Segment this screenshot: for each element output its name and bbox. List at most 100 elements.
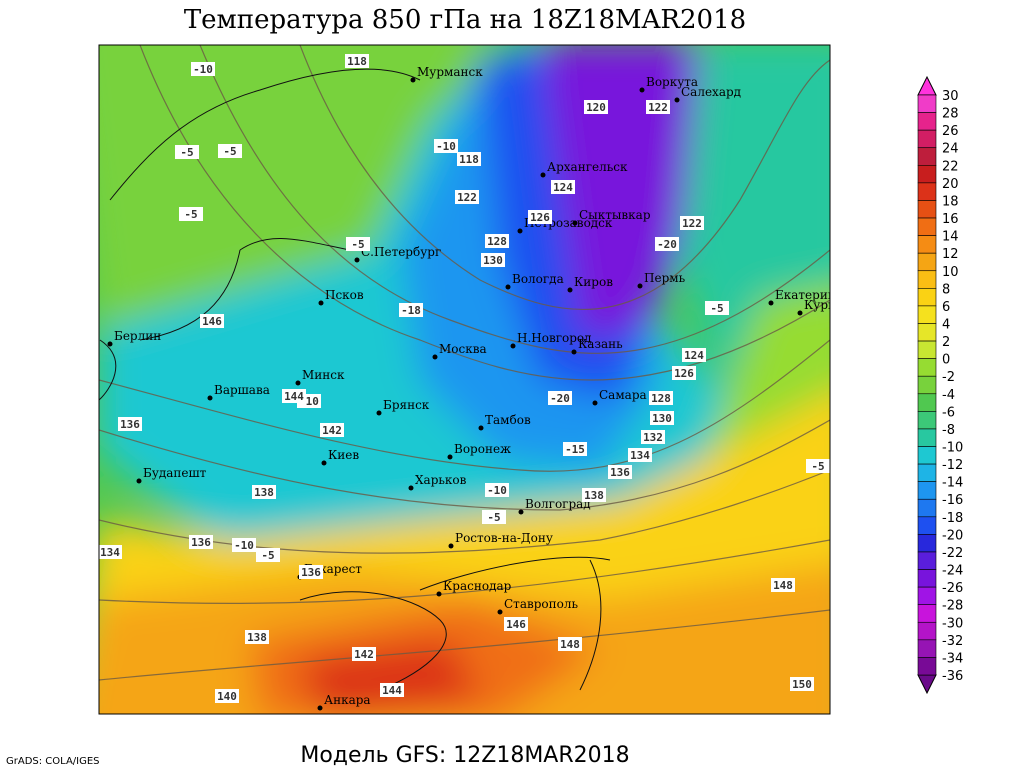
city-label: Н.Новгород <box>517 331 592 345</box>
contour-label: 146 <box>200 314 224 328</box>
contour-label: 122 <box>680 216 704 230</box>
contour-label: -18 <box>399 303 423 317</box>
city-dot <box>410 77 416 83</box>
colorbar-box <box>917 112 937 131</box>
city-dot <box>317 705 323 711</box>
contour-label-box <box>682 348 706 362</box>
contour-label: -20 <box>655 237 679 251</box>
contour-label: 138 <box>245 630 269 644</box>
contour-label-box <box>191 62 215 76</box>
contour-label-box <box>528 210 552 224</box>
colorbar-tick-label: -2 <box>942 370 955 385</box>
contour-label-box <box>346 237 370 251</box>
contour-label-box <box>245 630 269 644</box>
colorbar-tick-label: -8 <box>942 423 955 438</box>
contour-label: 146 <box>504 617 528 631</box>
colorbar-tick-label: -26 <box>942 581 963 596</box>
contour-label-text: 118 <box>347 55 367 68</box>
contour-label-box <box>672 366 696 380</box>
city-dot <box>797 310 803 316</box>
colorbar-tick-label: -36 <box>942 669 963 684</box>
contour-label-text: 146 <box>202 315 222 328</box>
colorbar-box <box>917 463 937 482</box>
colorbar-tick-label: 20 <box>942 177 959 192</box>
contour-label-box <box>345 54 369 68</box>
city-dot <box>478 425 484 431</box>
colorbar-tick-label: 28 <box>942 107 959 122</box>
city-dot <box>510 343 516 349</box>
colorbar-tick-label: 18 <box>942 194 959 209</box>
contour-label-text: 126 <box>530 211 550 224</box>
city-dot <box>447 454 453 460</box>
contour-label: 118 <box>345 54 369 68</box>
colorbar-box <box>917 411 937 430</box>
city-dot <box>408 485 414 491</box>
city-dot <box>497 609 503 615</box>
contour-label: 124 <box>551 180 575 194</box>
contour-label: 130 <box>481 253 505 267</box>
contour-label-box <box>584 100 608 114</box>
colorbar-tick-label: 22 <box>942 159 959 174</box>
contour-label-box <box>482 510 506 524</box>
contour-label-text: -5 <box>811 460 824 473</box>
contour-label-box <box>705 301 729 315</box>
city-dot <box>768 300 774 306</box>
colorbar-tick-label: 12 <box>942 247 959 262</box>
colorbar-tick-label: 26 <box>942 124 959 139</box>
colorbar-tick-label: -4 <box>942 388 955 403</box>
city-dot <box>571 349 577 355</box>
city-label: Ростов-на-Дону <box>455 531 553 545</box>
city-label: Воркута <box>646 75 698 89</box>
colorbar-box <box>917 428 937 447</box>
contour-label-text: 146 <box>506 618 526 631</box>
contour-label-box <box>399 303 423 317</box>
contour-label: 148 <box>558 637 582 651</box>
contour-label-text: 126 <box>674 367 694 380</box>
colorbar-tick-label: 30 <box>942 89 959 104</box>
city-dot <box>518 509 524 515</box>
contour-label: -10 <box>434 139 458 153</box>
contour-label: 144 <box>380 683 404 697</box>
contour-label-box <box>563 442 587 456</box>
contour-label-text: 138 <box>584 489 604 502</box>
colorbar-tick-label: -28 <box>942 599 963 614</box>
model-label: Модель GFS: 12Z18MAR2018 <box>300 743 629 768</box>
city-label: Вологда <box>512 272 564 286</box>
city-dot <box>207 395 213 401</box>
coastlines <box>99 68 611 691</box>
colorbar-tick-label: 8 <box>942 282 950 297</box>
contour-label: 138 <box>582 488 606 502</box>
contour-label: -20 <box>548 391 572 405</box>
contour-label-text: 142 <box>354 648 374 661</box>
contour-label: 150 <box>790 677 814 691</box>
contour-label-box <box>548 391 572 405</box>
contour-label: -5 <box>218 144 242 158</box>
contour-label-text: 136 <box>120 418 140 431</box>
contour-label-box <box>232 538 256 552</box>
contour-label: -15 <box>563 442 587 456</box>
city-label: Сыктывкар <box>579 208 651 222</box>
city-label: Мурманск <box>417 65 483 79</box>
contour-label-box <box>434 139 458 153</box>
city-dot <box>567 287 573 293</box>
contour-label-text: 122 <box>457 191 477 204</box>
city-label: Архангельск <box>547 160 628 174</box>
contour-label-box <box>641 430 665 444</box>
city-label: С.Петербург <box>361 245 441 259</box>
colorbar-tick-label: 10 <box>942 265 959 280</box>
city-dot <box>639 87 645 93</box>
contour-label-text: 118 <box>459 153 479 166</box>
city-label: Киев <box>328 448 359 462</box>
city-dot <box>448 543 454 549</box>
colorbar-box <box>917 481 937 500</box>
contour-label: 126 <box>528 210 552 224</box>
city-dot <box>436 591 442 597</box>
colorbar-box <box>917 323 937 342</box>
colorbar-tick-label: -30 <box>942 616 963 631</box>
city-label: Псков <box>325 288 364 302</box>
colorbar-box <box>917 340 937 359</box>
map-frame <box>98 44 831 715</box>
city-label: Варшава <box>214 383 270 397</box>
contour-label-box <box>481 253 505 267</box>
